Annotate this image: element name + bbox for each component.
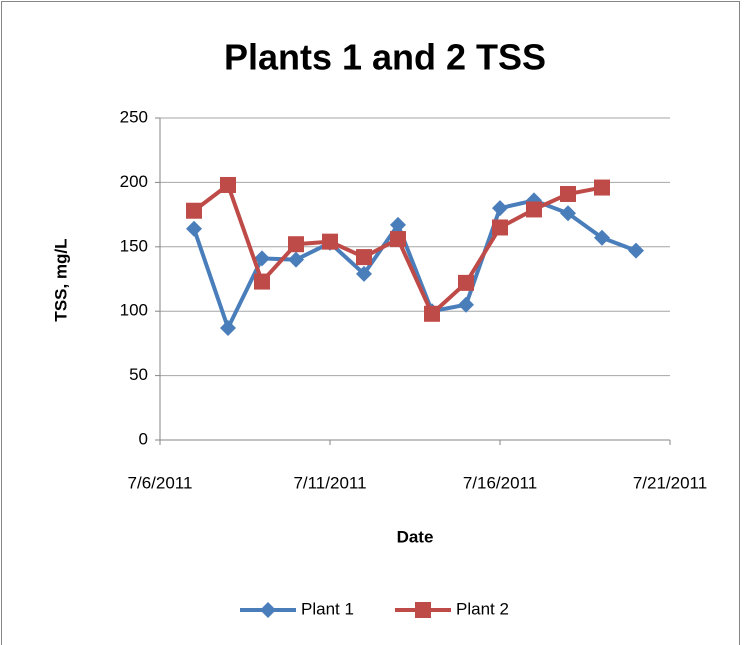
data-point — [356, 265, 372, 282]
data-point — [492, 219, 508, 236]
data-point — [594, 179, 610, 196]
x-axis-label: Date — [397, 527, 434, 546]
data-point — [254, 273, 270, 290]
data-point — [594, 229, 610, 246]
y-tick-label: 100 — [120, 301, 148, 320]
data-point — [254, 250, 270, 267]
y-tick-label: 150 — [120, 236, 148, 255]
x-tick-label: 7/11/2011 — [293, 473, 366, 492]
data-point — [390, 216, 406, 233]
data-point — [186, 220, 202, 237]
data-point — [424, 305, 440, 322]
x-tick-label: 7/6/2011 — [128, 473, 193, 492]
data-point — [288, 251, 304, 268]
chart-title: Plants 1 and 2 TSS — [224, 37, 546, 78]
data-point — [492, 200, 508, 217]
data-point — [186, 202, 202, 219]
legend-marker — [260, 602, 276, 618]
data-point — [560, 185, 576, 202]
y-tick-label: 250 — [120, 107, 148, 126]
data-point — [288, 236, 304, 253]
legend-marker — [415, 602, 431, 618]
x-tick-label: 7/16/2011 — [463, 473, 537, 492]
data-point — [356, 249, 372, 266]
x-tick-label: 7/21/2011 — [633, 473, 707, 492]
y-tick-label: 0 — [139, 429, 148, 448]
data-point — [560, 205, 576, 222]
data-point — [526, 201, 542, 218]
data-point — [220, 176, 236, 193]
data-point — [220, 319, 236, 336]
data-point — [628, 242, 644, 259]
y-tick-label: 200 — [120, 172, 148, 191]
data-point — [390, 231, 406, 248]
data-point — [458, 274, 474, 291]
y-tick-label: 50 — [129, 365, 148, 384]
data-point — [322, 233, 338, 250]
legend-label: Plant 2 — [456, 599, 509, 618]
y-axis-label: TSS, mg/L — [51, 238, 70, 321]
data-point — [458, 296, 474, 313]
legend-label: Plant 1 — [301, 599, 354, 618]
